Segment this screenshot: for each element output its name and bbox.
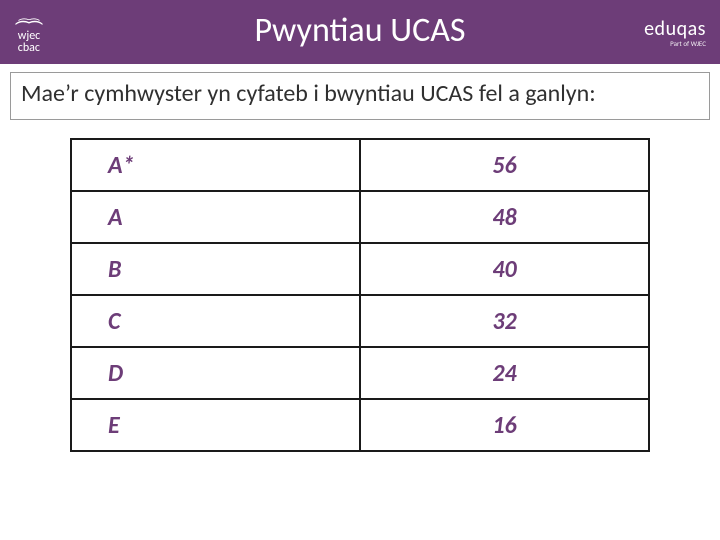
points-cell: 40: [360, 243, 649, 295]
eduqas-sub-text: Part of WJEC: [670, 39, 706, 48]
table-row: D 24: [71, 347, 649, 399]
table-row: A* 56: [71, 139, 649, 191]
table-row: A 48: [71, 191, 649, 243]
grade-cell: A*: [71, 139, 360, 191]
grade-cell: C: [71, 295, 360, 347]
points-cell: 56: [360, 139, 649, 191]
points-table-wrap: A* 56 A 48 B 40 C 32 D 24 E 16: [70, 138, 650, 452]
grade-cell: E: [71, 399, 360, 451]
table-row: E 16: [71, 399, 649, 451]
points-table: A* 56 A 48 B 40 C 32 D 24 E 16: [70, 138, 650, 452]
grade-cell: D: [71, 347, 360, 399]
eduqas-brand-text: eduqas: [644, 17, 706, 41]
eduqas-logo: eduqas Part of WJEC: [644, 17, 706, 48]
header-band: wjec cbac eduqas Part of WJEC: [0, 0, 720, 64]
book-icon: [14, 10, 44, 28]
intro-box: Mae’r cymhwyster yn cyfateb i bwyntiau U…: [10, 72, 710, 120]
points-cell: 24: [360, 347, 649, 399]
points-cell: 16: [360, 399, 649, 451]
wjec-logo: wjec cbac: [14, 10, 44, 54]
table-row: B 40: [71, 243, 649, 295]
intro-text: Mae’r cymhwyster yn cyfateb i bwyntiau U…: [21, 79, 699, 109]
slide: wjec cbac eduqas Part of WJEC Pwyntiau U…: [0, 0, 720, 540]
table-row: C 32: [71, 295, 649, 347]
grade-cell: A: [71, 191, 360, 243]
points-cell: 32: [360, 295, 649, 347]
points-cell: 48: [360, 191, 649, 243]
wjec-text-2: cbac: [18, 41, 40, 55]
grade-cell: B: [71, 243, 360, 295]
